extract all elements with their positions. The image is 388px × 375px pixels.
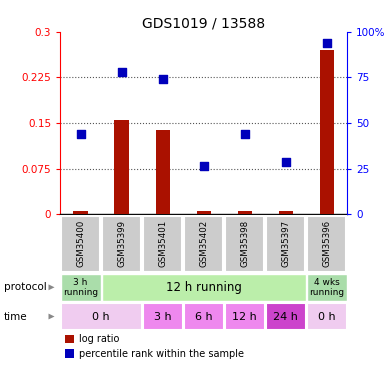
Title: GDS1019 / 13588: GDS1019 / 13588 [142, 17, 265, 31]
Bar [61, 274, 101, 301]
Bar [102, 274, 306, 301]
Point [201, 163, 207, 169]
Point [242, 131, 248, 137]
Text: protocol: protocol [4, 282, 47, 292]
Text: 6 h: 6 h [195, 312, 213, 321]
Text: 12 h: 12 h [232, 312, 257, 321]
Text: 0 h: 0 h [92, 312, 110, 321]
Bar [184, 303, 224, 330]
Bar [184, 216, 223, 272]
Bar [225, 303, 265, 330]
Bar [61, 303, 142, 330]
Bar [320, 50, 334, 214]
Bar [237, 211, 252, 214]
Point [282, 159, 289, 165]
Text: 3 h: 3 h [154, 312, 171, 321]
Point [159, 76, 166, 82]
Bar [61, 216, 100, 272]
Text: 24 h: 24 h [273, 312, 298, 321]
Bar [266, 216, 305, 272]
Text: 0 h: 0 h [318, 312, 336, 321]
Bar [307, 216, 346, 272]
Point [78, 131, 84, 137]
Text: 3 h
running: 3 h running [63, 278, 98, 297]
Text: GSM35400: GSM35400 [76, 220, 85, 267]
Bar [196, 211, 211, 214]
Bar [156, 130, 170, 214]
Bar [102, 216, 141, 272]
Text: time: time [4, 312, 28, 321]
Bar [266, 303, 306, 330]
Bar [307, 303, 347, 330]
Bar [142, 303, 183, 330]
Text: GSM35402: GSM35402 [199, 220, 208, 267]
Legend: log ratio, percentile rank within the sample: log ratio, percentile rank within the sa… [65, 334, 244, 359]
Text: 4 wks
running: 4 wks running [309, 278, 344, 297]
Bar [73, 211, 88, 214]
Text: GSM35399: GSM35399 [117, 220, 126, 267]
Polygon shape [48, 314, 55, 320]
Text: GSM35397: GSM35397 [281, 220, 290, 267]
Text: 12 h running: 12 h running [166, 281, 242, 294]
Text: GSM35401: GSM35401 [158, 220, 167, 267]
Bar [279, 211, 293, 214]
Point [324, 40, 330, 46]
Text: GSM35398: GSM35398 [240, 220, 249, 267]
Bar [225, 216, 264, 272]
Bar [114, 120, 129, 214]
Polygon shape [48, 284, 55, 290]
Bar [307, 274, 347, 301]
Text: GSM35396: GSM35396 [322, 220, 331, 267]
Point [119, 69, 125, 75]
Bar [143, 216, 182, 272]
